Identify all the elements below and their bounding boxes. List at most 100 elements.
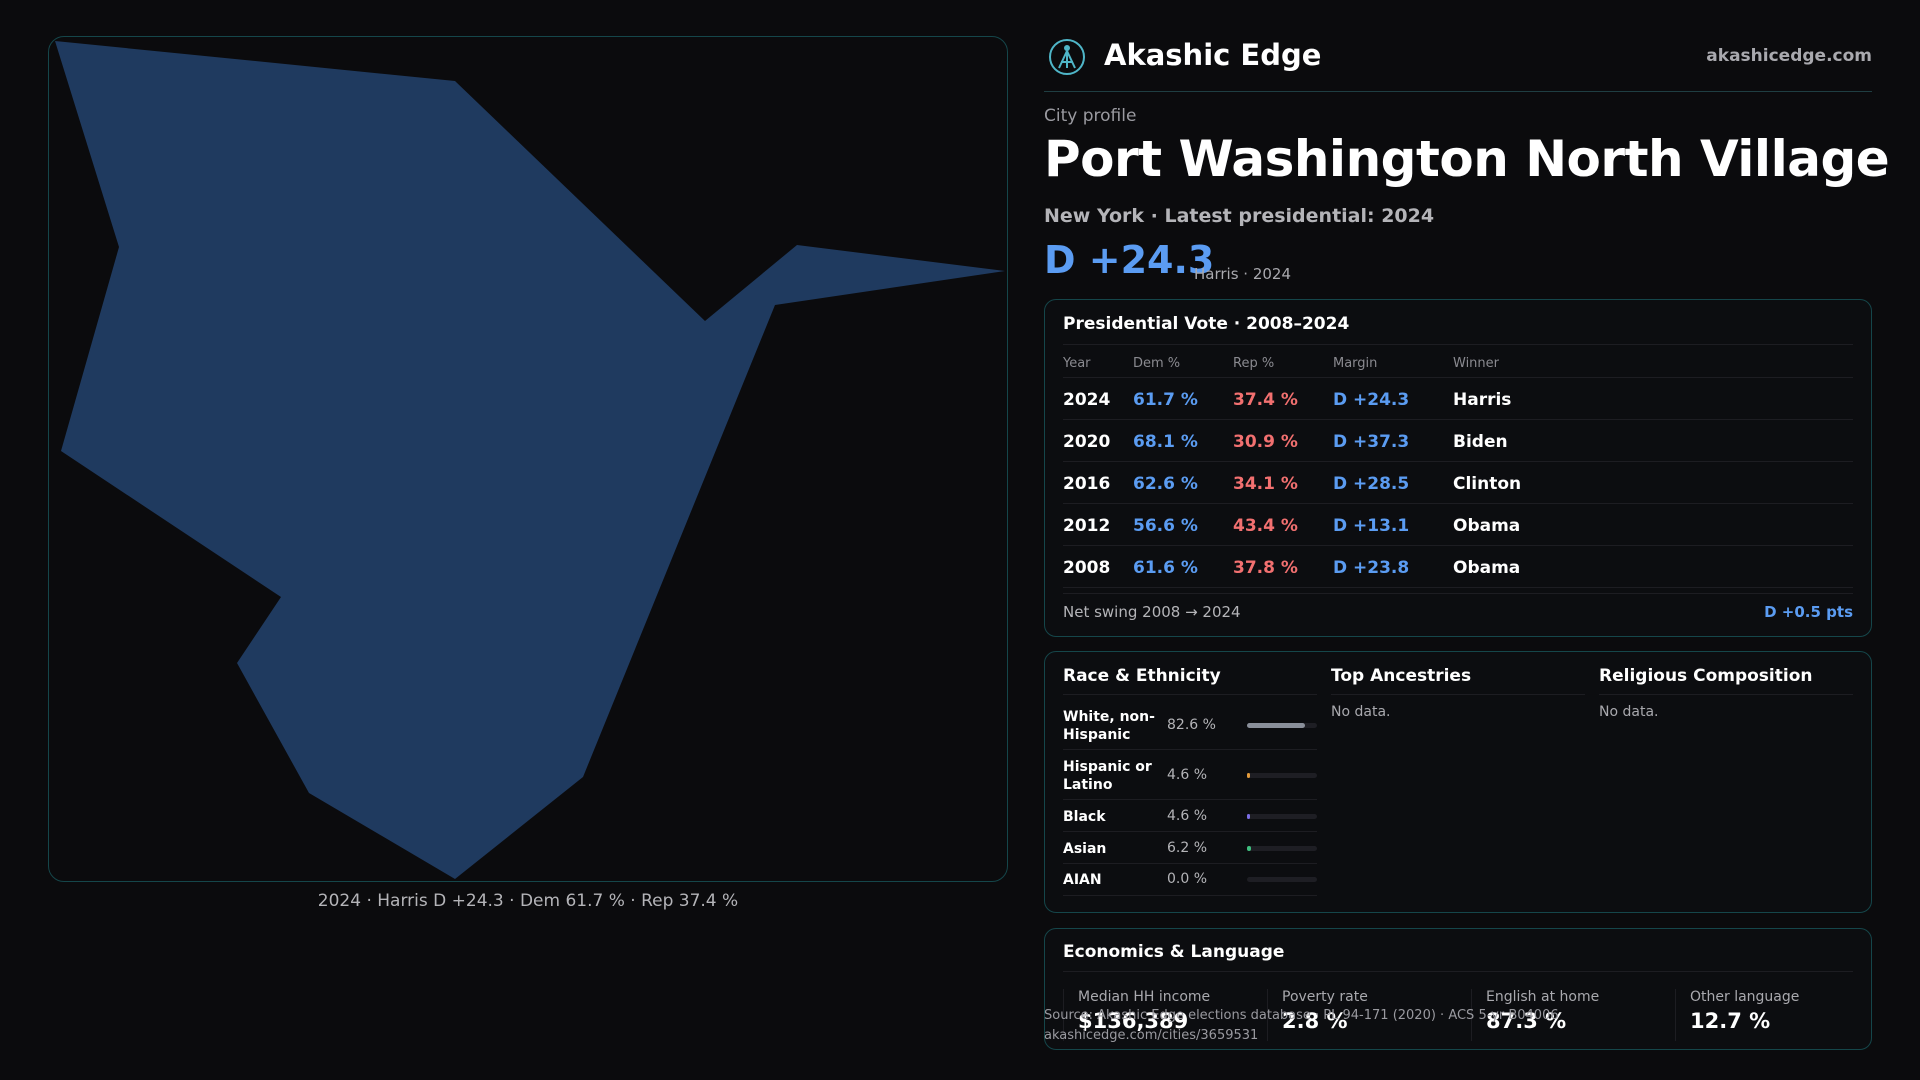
race-row-white: White, non-Hispanic 82.6 % — [1063, 702, 1317, 750]
margin-cell: D +13.1 — [1333, 516, 1410, 536]
table-row: 2012 56.6 % 43.4 % D +13.1 Obama — [1063, 504, 1853, 546]
race-label: White, non-Hispanic — [1063, 709, 1155, 743]
rep-cell: 43.4 % — [1233, 516, 1298, 536]
stat-poverty-rate: Poverty rate 2.8 % — [1267, 989, 1467, 1041]
margin-cell: D +24.3 — [1333, 390, 1410, 410]
year-cell: 2024 — [1063, 390, 1111, 410]
dem-cell: 62.6 % — [1133, 474, 1198, 494]
stat-label: Poverty rate — [1282, 989, 1368, 1005]
race-row-asian: Asian 6.2 % — [1063, 832, 1317, 864]
map-caption: 2024 · Harris D +24.3 · Dem 61.7 % · Rep… — [317, 891, 739, 911]
stat-label: English at home — [1486, 989, 1600, 1005]
column-header-rep: Rep % — [1233, 356, 1275, 371]
column-header-dem: Dem % — [1133, 356, 1181, 371]
table-row: 2016 62.6 % 34.1 % D +28.5 Clinton — [1063, 462, 1853, 504]
page-eyebrow: City profile — [1044, 106, 1137, 126]
table-row: 2008 61.6 % 37.8 % D +23.8 Obama — [1063, 546, 1853, 588]
economics-title: Economics & Language — [1063, 942, 1285, 962]
winner-cell: Biden — [1453, 432, 1508, 452]
ancestries-title: Top Ancestries — [1331, 666, 1472, 686]
religion-title: Religious Composition — [1599, 666, 1813, 686]
race-pct: 82.6 % — [1167, 717, 1216, 733]
year-cell: 2016 — [1063, 474, 1111, 494]
source-footer: Source: Akashic Edge elections database … — [1044, 1006, 1559, 1046]
race-bar-fill — [1247, 723, 1305, 728]
akashic-logo-icon — [1049, 39, 1085, 75]
winner-cell: Obama — [1453, 558, 1521, 578]
state-subline: New York · Latest presidential: 2024 — [1044, 205, 1435, 227]
race-ethnicity-title: Race & Ethnicity — [1063, 666, 1221, 686]
dem-cell: 68.1 % — [1133, 432, 1198, 452]
divider — [1063, 694, 1317, 695]
race-label: Hispanic or Latino — [1063, 759, 1152, 793]
stat-value: $136,389 — [1078, 1009, 1189, 1033]
divider — [1331, 694, 1585, 695]
source-text: Source: Akashic Edge elections database … — [1044, 1008, 1559, 1023]
race-bar-track — [1247, 814, 1317, 819]
source-url[interactable]: akashicedge.com/cities/3659531 — [1044, 1028, 1259, 1043]
stat-value: 87.3 % — [1486, 1009, 1567, 1033]
year-cell: 2008 — [1063, 558, 1111, 578]
header: Akashic Edge akashicedge.com — [1044, 34, 1872, 92]
stat-label: Median HH income — [1078, 989, 1211, 1005]
race-bar-fill — [1247, 773, 1251, 778]
presidential-card-title: Presidential Vote · 2008–2024 — [1063, 314, 1350, 334]
race-label: Asian — [1063, 841, 1107, 857]
stat-median-income: Median HH income $136,389 — [1063, 989, 1263, 1041]
race-label: AIAN — [1063, 872, 1102, 888]
presidential-table: Year Dem % Rep % Margin Winner 2024 61.7… — [1063, 350, 1853, 588]
race-bar-track — [1247, 846, 1317, 851]
race-bar-fill — [1247, 814, 1251, 819]
year-cell: 2020 — [1063, 432, 1111, 452]
brand-name: Akashic Edge — [1104, 38, 1322, 72]
column-header-margin: Margin — [1333, 356, 1378, 371]
margin-cell: D +23.8 — [1333, 558, 1410, 578]
margin-cell: D +28.5 — [1333, 474, 1410, 494]
stat-label: Other language — [1690, 989, 1800, 1005]
race-row-black: Black 4.6 % — [1063, 800, 1317, 832]
divider — [1063, 344, 1853, 345]
winner-cell: Obama — [1453, 516, 1521, 536]
margin-cell: D +37.3 — [1333, 432, 1410, 452]
table-row: 2020 68.1 % 30.9 % D +37.3 Biden — [1063, 420, 1853, 462]
dem-cell: 61.6 % — [1133, 558, 1198, 578]
net-swing-value: D +0.5 pts — [1764, 603, 1853, 621]
race-row-aian: AIAN 0.0 % — [1063, 864, 1317, 896]
winner-cell: Harris — [1453, 390, 1512, 410]
rep-cell: 37.8 % — [1233, 558, 1298, 578]
divider — [1063, 971, 1853, 972]
race-label: Black — [1063, 809, 1106, 825]
race-row-hispanic: Hispanic or Latino 4.6 % — [1063, 750, 1317, 800]
demographics-card: Race & Ethnicity White, non-Hispanic 82.… — [1044, 651, 1872, 913]
dem-cell: 61.7 % — [1133, 390, 1198, 410]
ancestries-empty: No data. — [1331, 704, 1391, 720]
stat-other-language: Other language 12.7 % — [1675, 989, 1875, 1041]
economics-card: Economics & Language Median HH income $1… — [1044, 928, 1872, 1050]
race-bar-fill — [1247, 846, 1252, 851]
page-title: Port Washington North Village — [1044, 130, 1890, 188]
stat-value: 2.8 % — [1282, 1009, 1348, 1033]
latest-margin-note: Harris · 2024 — [1194, 265, 1292, 283]
year-cell: 2012 — [1063, 516, 1111, 536]
race-pct: 4.6 % — [1167, 808, 1208, 824]
race-pct: 6.2 % — [1167, 840, 1208, 856]
table-row: 2024 61.7 % 37.4 % D +24.3 Harris — [1063, 378, 1853, 420]
net-swing-label: Net swing 2008 → 2024 — [1063, 603, 1241, 621]
latest-margin: D +24.3 — [1044, 238, 1215, 282]
table-header-row: Year Dem % Rep % Margin Winner — [1063, 350, 1853, 378]
race-pct: 4.6 % — [1167, 767, 1208, 783]
net-swing-row: Net swing 2008 → 2024 D +0.5 pts — [1063, 593, 1853, 627]
column-header-winner: Winner — [1453, 356, 1500, 371]
race-bar-track — [1247, 773, 1317, 778]
religion-empty: No data. — [1599, 704, 1659, 720]
site-link[interactable]: akashicedge.com — [1706, 46, 1872, 66]
race-pct: 0.0 % — [1167, 871, 1208, 887]
city-boundary-map — [48, 36, 1008, 882]
profile-column: Akashic Edge akashicedge.com City profil… — [1044, 0, 1890, 1080]
race-bar-track — [1247, 723, 1317, 728]
city-boundary-shape — [55, 41, 1005, 879]
rep-cell: 30.9 % — [1233, 432, 1298, 452]
column-header-year: Year — [1063, 356, 1091, 371]
stat-value: 12.7 % — [1690, 1009, 1771, 1033]
race-bar-track — [1247, 877, 1317, 882]
